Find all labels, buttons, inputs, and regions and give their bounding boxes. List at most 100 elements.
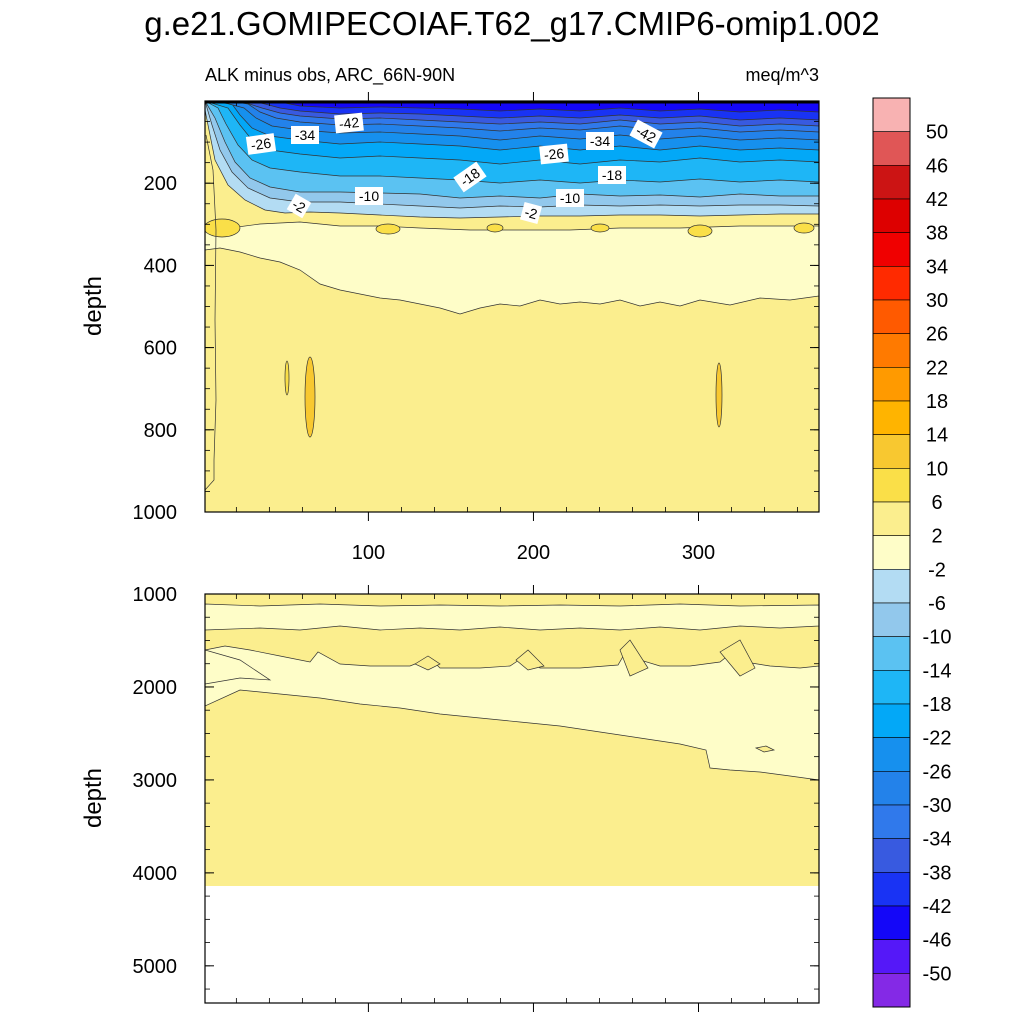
svg-text:-10: -10	[560, 190, 580, 206]
colorbar-label: -26	[923, 761, 952, 783]
contour-label: -42	[629, 119, 663, 149]
colorbar-swatch	[872, 670, 911, 705]
colorbar-swatch	[872, 131, 911, 166]
upper-contour-labels: -42 -34 -26 -42 -34 -26 -18 -18 -10 -10 …	[245, 112, 663, 225]
contour-label: -2	[286, 193, 312, 219]
contour-label: -26	[539, 143, 569, 165]
colorbar-swatch	[872, 367, 911, 402]
colorbar-swatch	[872, 569, 911, 604]
colorbar-swatch	[872, 973, 911, 1008]
colorbar-swatch	[872, 266, 911, 301]
svg-text:-2: -2	[523, 204, 539, 223]
y-tick-label: 2000	[133, 677, 178, 699]
colorbar-swatch	[872, 636, 911, 671]
contour-label: -18	[453, 161, 487, 193]
colorbar-swatch	[872, 400, 911, 435]
y-tick-label: 400	[144, 255, 177, 277]
colorbar-label: 30	[926, 290, 948, 312]
panel-subtitle: ALK minus obs, ARC_66N-90N	[205, 65, 455, 86]
colorbar-label: -46	[923, 930, 952, 952]
y-tick-label: 3000	[133, 770, 178, 792]
contour-label: -10	[556, 189, 584, 207]
colorbar-swatch	[872, 468, 911, 503]
lower-panel	[205, 594, 819, 1003]
colorbar-label: -6	[928, 593, 946, 615]
colorbar-label: -2	[928, 559, 946, 581]
colorbar-label: 50	[926, 122, 948, 144]
contour-label: -2	[519, 201, 543, 225]
upper-band-near-zero	[205, 221, 819, 315]
upper-blob	[486, 223, 504, 233]
colorbar-swatch	[872, 198, 911, 233]
colorbar-label: 18	[926, 391, 948, 413]
colorbar-swatch	[872, 703, 911, 738]
colorbar-swatch	[872, 97, 911, 132]
colorbar-label: -42	[923, 896, 952, 918]
units-label: meq/m^3	[746, 65, 819, 85]
colorbar-label: -22	[923, 728, 952, 750]
colorbar-label: 38	[926, 223, 948, 245]
colorbar-label: -30	[923, 795, 952, 817]
colorbar-label: -34	[923, 829, 952, 851]
lower-blob	[515, 649, 545, 671]
colorbar-swatch	[872, 804, 911, 839]
y-tick-label: 5000	[133, 956, 178, 978]
contour-label: -34	[291, 126, 319, 144]
colorbar-frame	[872, 97, 911, 1008]
lower-blob	[619, 639, 649, 677]
colorbar-label: -38	[923, 862, 952, 884]
colorbar-swatch	[872, 299, 911, 334]
lower-blob	[719, 639, 756, 677]
contour-label: -42	[334, 112, 364, 134]
colorbar: 50 46 42 38 34 30 26 22 18 14 10 6 2 -2 -6 -10 -14 -18 -22…	[872, 97, 952, 1008]
chart-title: g.e21.GOMIPECOIAF.T62_g17.CMIP6-omip1.00…	[144, 5, 880, 42]
colorbar-swatch	[872, 905, 911, 940]
colorbar-swatch	[872, 602, 911, 637]
colorbar-swatch	[872, 939, 911, 974]
x-tick-label: 200	[517, 542, 550, 564]
y-tick-label: 200	[144, 173, 177, 195]
contour-label: -18	[598, 166, 626, 184]
lower-plot-frame	[204, 593, 820, 1004]
colorbar-swatch	[872, 872, 911, 907]
colorbar-swatch	[872, 434, 911, 469]
colorbar-swatch	[872, 535, 911, 570]
y-tick-label: 4000	[133, 863, 178, 885]
colorbar-label: 6	[931, 492, 942, 514]
colorbar-label: 46	[926, 155, 948, 177]
svg-text:-18: -18	[602, 167, 622, 183]
svg-text:-42: -42	[338, 114, 360, 132]
x-tick-label: 100	[352, 542, 385, 564]
upper-panel	[205, 101, 819, 512]
colorbar-swatch	[872, 165, 911, 200]
y-tick-label: 600	[144, 338, 177, 360]
contour-label: -34	[586, 132, 614, 150]
colorbar-label: -18	[923, 694, 952, 716]
upper-lens	[715, 362, 723, 428]
colorbar-label: 34	[926, 256, 948, 278]
svg-text:-34: -34	[295, 127, 315, 143]
svg-text:-34: -34	[590, 133, 610, 149]
upper-lens	[284, 360, 290, 396]
upper-blob	[687, 224, 713, 238]
colorbar-swatch	[872, 737, 911, 772]
colorbar-swatch	[872, 333, 911, 368]
y-tick-label: 1000	[133, 584, 178, 606]
colorbar-swatch	[872, 838, 911, 873]
svg-text:-10: -10	[359, 188, 379, 204]
colorbar-label: 26	[926, 324, 948, 346]
colorbar-swatch	[872, 501, 911, 536]
upper-blob	[793, 222, 815, 234]
upper-blob	[375, 223, 401, 235]
lower-y-axis-label: depth	[80, 768, 107, 828]
upper-left-contour	[205, 134, 217, 491]
upper-y-axis-label: depth	[80, 276, 107, 336]
contour-label: -10	[355, 187, 383, 205]
colorbar-label: 2	[931, 526, 942, 548]
colorbar-label: -14	[923, 660, 952, 682]
upper-blob	[205, 218, 241, 238]
upper-lens	[304, 356, 316, 438]
colorbar-label: 10	[926, 458, 948, 480]
colorbar-swatch	[872, 232, 911, 267]
